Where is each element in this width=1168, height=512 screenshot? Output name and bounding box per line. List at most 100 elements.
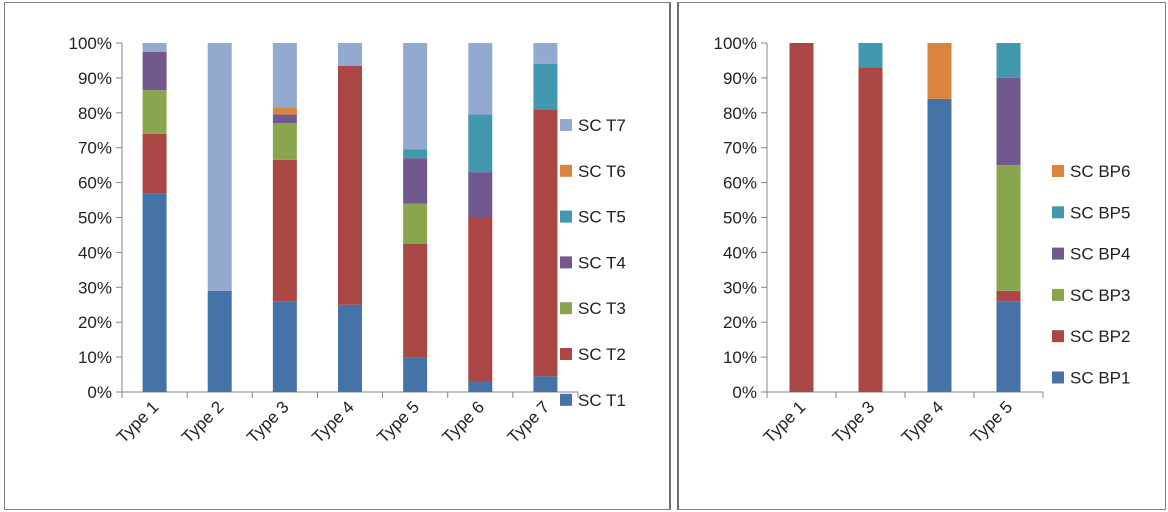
- chart-right-svg: 0% 10% 20% 30% 40% 50% 60% 70% 80% 90% 100% Type 1 T…: [714, 34, 1131, 447]
- bar-segment: [403, 158, 428, 204]
- legend-label: SC T3: [578, 299, 626, 318]
- y-tick-label: 10%: [723, 348, 757, 367]
- bar-segment: [468, 381, 493, 392]
- legend-label: SC BP3: [1070, 286, 1130, 305]
- y-tick-label: 30%: [78, 278, 112, 297]
- legend-label: SC BP2: [1070, 327, 1130, 346]
- bar-segment: [927, 98, 952, 392]
- y-tick-label: 80%: [723, 104, 757, 123]
- bar-segment: [789, 43, 814, 392]
- x-tick-label: Type 7: [504, 397, 554, 447]
- y-tick-label: 70%: [723, 139, 757, 158]
- bar-segment: [403, 203, 428, 244]
- bar-segment: [207, 43, 232, 291]
- x-tick-label: Type 4: [898, 397, 948, 447]
- chart-panel-left: 0% 10% 20% 30% 40% 50% 60% 70% 80% 90% 100% Type 1 T…: [4, 2, 671, 510]
- legend-label: SC T7: [578, 116, 626, 135]
- bar-segment: [468, 172, 493, 218]
- legend-swatch: [1052, 371, 1064, 384]
- chart-left-svg: 0% 10% 20% 30% 40% 50% 60% 70% 80% 90% 100% Type 1 T…: [69, 34, 626, 447]
- legend-swatch: [1052, 206, 1064, 219]
- y-tick-label: 30%: [723, 278, 757, 297]
- legend-label: SC T2: [578, 345, 626, 364]
- bar-segment: [533, 109, 558, 377]
- y-tick-label: 60%: [78, 174, 112, 193]
- x-tick-label: Type 1: [113, 397, 163, 447]
- bar-segment: [468, 217, 493, 382]
- bar-segment: [533, 376, 558, 392]
- bar-segment: [403, 357, 428, 392]
- bar-segment: [403, 149, 428, 159]
- x-tick-label: Type 4: [308, 397, 358, 447]
- bar-segment: [272, 123, 297, 160]
- x-tick-label: Type 5: [967, 397, 1017, 447]
- y-tick-label: 80%: [78, 104, 112, 123]
- bar-segment: [272, 43, 297, 108]
- bar-segment: [207, 290, 232, 392]
- bar-segment: [927, 43, 952, 99]
- legend-swatch: [560, 119, 572, 131]
- bar-segment: [403, 243, 428, 358]
- y-tick-label: 50%: [78, 209, 112, 228]
- y-tick-label: 20%: [723, 313, 757, 332]
- y-tick-label: 100%: [69, 34, 112, 53]
- legend-label: SC BP5: [1070, 203, 1130, 222]
- bar-segment: [996, 301, 1021, 392]
- legend-swatch: [560, 348, 572, 360]
- legend-swatch: [560, 210, 572, 223]
- bar-segment: [858, 67, 883, 393]
- legend-label: SC T1: [578, 391, 626, 410]
- chart-panel-right: 0% 10% 20% 30% 40% 50% 60% 70% 80% 90% 100% Type 1 T…: [677, 2, 1166, 510]
- bar-segment: [338, 304, 362, 392]
- legend-label: SC BP6: [1070, 162, 1130, 181]
- bar-segment: [142, 193, 167, 392]
- bar-segment: [272, 114, 297, 124]
- legend-label: SC BP1: [1070, 369, 1130, 388]
- legend-label: SC T6: [578, 162, 626, 181]
- bar-segment: [338, 65, 362, 305]
- x-tick-label: Type 2: [178, 397, 228, 447]
- legend-swatch: [1052, 165, 1064, 177]
- y-tick-label: 100%: [714, 34, 757, 53]
- y-tick-label: 20%: [78, 313, 112, 332]
- bar-segment: [338, 43, 362, 66]
- y-tick-label: 0%: [87, 383, 112, 402]
- y-tick-label: 60%: [723, 174, 757, 193]
- bar-segment: [272, 301, 297, 392]
- y-tick-label: 40%: [78, 243, 112, 262]
- x-tick-label: Type 5: [373, 397, 423, 447]
- bar-segment: [533, 43, 558, 64]
- legend-swatch: [560, 164, 572, 177]
- bar-segment: [996, 290, 1021, 302]
- y-tick-label: 90%: [723, 69, 757, 88]
- legend-swatch: [560, 302, 572, 315]
- bar-segment: [403, 43, 428, 150]
- x-tick-label: Type 1: [760, 397, 810, 447]
- bar-segment: [858, 43, 883, 68]
- x-tick-label: Type 3: [829, 397, 879, 447]
- legend-swatch: [560, 256, 572, 269]
- y-tick-label: 90%: [78, 69, 112, 88]
- legend-swatch: [1052, 330, 1064, 343]
- y-tick-label: 50%: [723, 209, 757, 228]
- bar-segment: [142, 133, 167, 194]
- legend-swatch: [560, 393, 572, 406]
- legend-swatch: [1052, 288, 1064, 301]
- y-tick-label: 70%: [78, 139, 112, 158]
- y-tick-label: 10%: [78, 348, 112, 367]
- bar-segment: [272, 159, 297, 302]
- bar-segment: [996, 43, 1021, 78]
- bar-segment: [142, 90, 167, 134]
- bar-segment: [468, 114, 493, 173]
- bar-segment: [142, 51, 167, 91]
- bar-segment: [996, 77, 1021, 166]
- legend-label: SC T5: [578, 208, 626, 227]
- y-tick-label: 40%: [723, 243, 757, 262]
- bar-segment: [533, 63, 558, 110]
- x-tick-label: Type 6: [439, 397, 489, 447]
- bar-segment: [272, 107, 297, 115]
- x-tick-label: Type 3: [243, 397, 293, 447]
- bar-segment: [996, 165, 1021, 291]
- bar-segment: [468, 43, 493, 115]
- y-tick-label: 0%: [732, 383, 757, 402]
